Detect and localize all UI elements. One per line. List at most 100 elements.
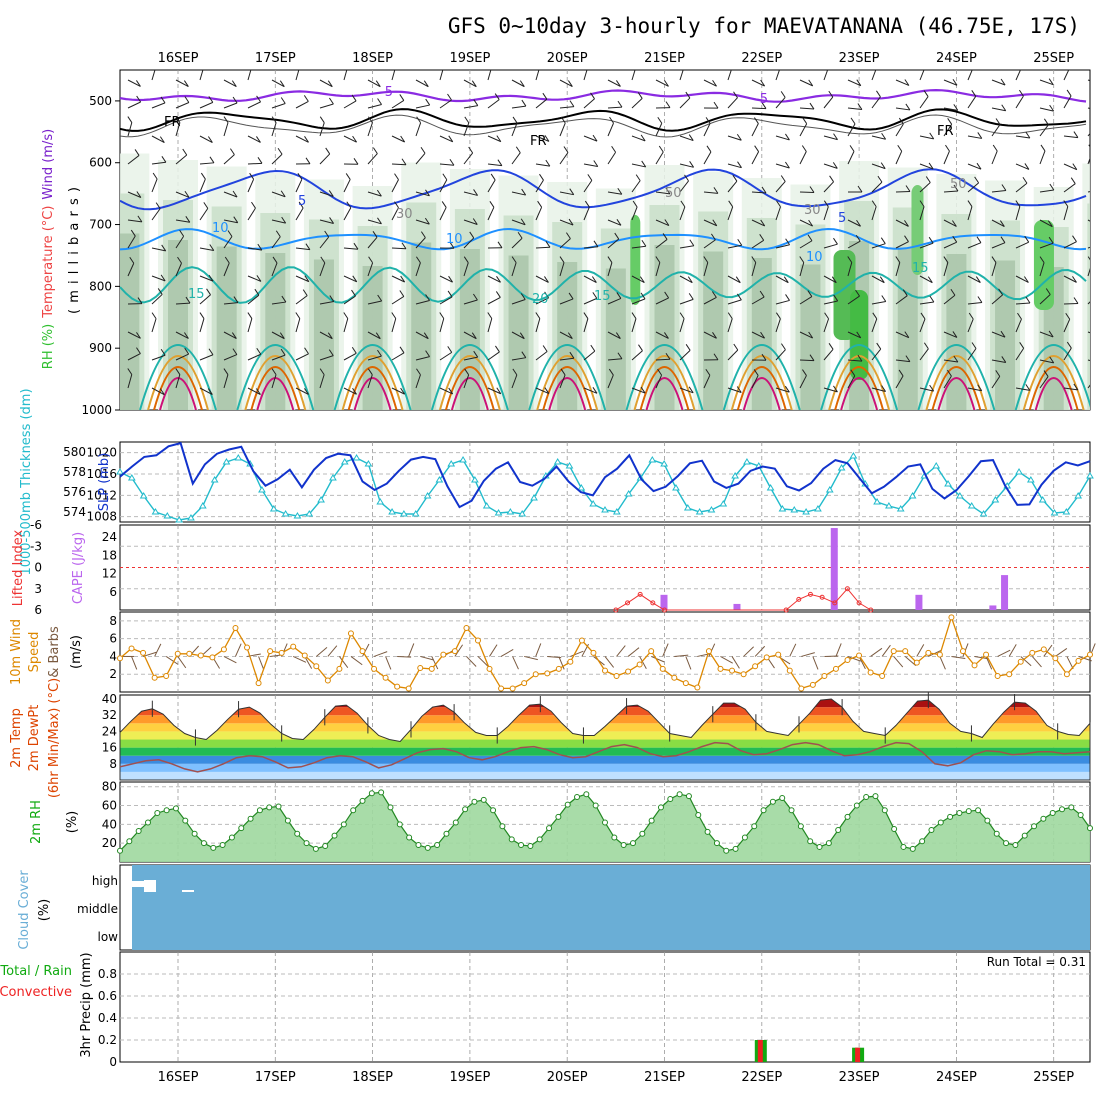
wind10m-point xyxy=(428,665,435,672)
wind-barb-flag xyxy=(391,312,397,319)
rh2m-point xyxy=(676,791,683,798)
temp-tick: 40 xyxy=(102,692,117,706)
wind-barb-flag xyxy=(855,234,861,242)
wind-barb-flag xyxy=(394,201,399,208)
surface-isoline xyxy=(1034,377,1073,410)
li-tick: 0 xyxy=(34,561,42,575)
wind-barb-flag xyxy=(591,276,597,283)
wind-barb xyxy=(751,79,765,87)
wind-barb xyxy=(823,349,834,361)
rh2m-point xyxy=(574,794,581,801)
wind-barb-flag xyxy=(1066,341,1072,349)
wind-barb-flag xyxy=(425,350,431,357)
temp-band xyxy=(120,707,1090,716)
rh-shade xyxy=(411,242,432,410)
wind-barb-flag xyxy=(152,61,156,67)
wind-barb xyxy=(463,191,478,196)
wind-barb xyxy=(1063,387,1078,391)
wind-barb xyxy=(511,331,525,340)
wind-barb xyxy=(751,239,764,249)
contour-label: -5 xyxy=(755,92,768,107)
thickness-point xyxy=(1038,496,1047,503)
rh2m-point xyxy=(975,807,982,814)
temp-band xyxy=(120,699,1090,708)
wind-barb-flag xyxy=(638,344,643,351)
wind10m-barb xyxy=(350,656,363,666)
wind-barb-flag xyxy=(611,145,617,153)
rh2m-point xyxy=(182,817,189,824)
wind-barb-flag xyxy=(614,232,620,240)
rh2m-point xyxy=(1087,825,1093,832)
ua-ytick-label: 1000 xyxy=(81,403,112,417)
wind-barb xyxy=(271,122,277,137)
wind-barb xyxy=(679,245,694,249)
wind-barb-flag xyxy=(569,100,575,107)
thickness-point xyxy=(695,508,704,515)
wind-barb xyxy=(631,98,643,109)
wind-barb-flag xyxy=(1047,220,1053,227)
wind-barb xyxy=(727,299,742,305)
wind-barb-flag xyxy=(977,384,983,392)
thickness-tick: 574 xyxy=(63,505,86,519)
wind10m-point xyxy=(220,646,227,653)
wind-barb xyxy=(151,161,166,165)
ua-ytick-label: 900 xyxy=(89,341,112,355)
wind-barb xyxy=(535,275,549,283)
wind10m-point xyxy=(959,648,966,655)
wind-barb-flag xyxy=(425,294,430,301)
date-label-bottom: 16SEP xyxy=(158,1070,199,1085)
cape-tick: 18 xyxy=(102,548,117,562)
wind-barb xyxy=(319,79,333,88)
wind-barb xyxy=(583,206,590,221)
surface-isoline xyxy=(730,355,793,410)
rh2m-point xyxy=(835,827,842,833)
wind-barb xyxy=(487,70,492,81)
rh2m-point xyxy=(1031,823,1038,830)
wind-barb-flag xyxy=(184,96,190,103)
thickness-point xyxy=(802,508,810,515)
wind-barb xyxy=(775,135,790,141)
rh2m-point xyxy=(657,804,664,811)
wind-barb-flag xyxy=(425,98,431,106)
wind-barb xyxy=(295,207,304,221)
wind10m-barb xyxy=(512,656,519,670)
surface-isoline xyxy=(536,355,599,410)
rh2m-point xyxy=(172,805,179,812)
wind-barb-flag xyxy=(953,355,959,363)
wind-barb xyxy=(391,318,397,333)
wind-barb xyxy=(511,357,526,361)
wind-barb-flag xyxy=(471,332,477,339)
wind-barb-flag xyxy=(785,238,791,245)
wind-barb-flag xyxy=(736,386,742,393)
wind-barb xyxy=(871,206,877,221)
wind-barb xyxy=(823,206,829,221)
rh2m-point xyxy=(303,840,310,847)
rh2m-point xyxy=(424,844,431,851)
rh2m-point xyxy=(368,790,375,797)
wind-barb-flag xyxy=(249,172,255,180)
wind-barb-flag xyxy=(468,146,474,154)
wind-barb xyxy=(823,70,829,81)
cape-tick: 6 xyxy=(109,585,117,599)
wind10m-barb xyxy=(327,645,338,657)
surface-isoline xyxy=(639,366,690,410)
wind-barb xyxy=(319,331,333,340)
wind-barb xyxy=(607,79,621,87)
wind-barb xyxy=(511,79,525,88)
wind-barb-flag xyxy=(665,187,671,195)
wind-barb xyxy=(631,163,646,168)
rh2m-point xyxy=(387,804,394,811)
wind-barb xyxy=(583,135,598,142)
wind-barb-flag xyxy=(929,384,935,392)
wind10m-line xyxy=(119,615,1091,690)
wind-barb-flag xyxy=(329,295,335,302)
wind-barb-flag xyxy=(689,161,695,168)
wind-barb-flag xyxy=(871,200,877,207)
wind10m-point xyxy=(1017,658,1024,665)
wind-barb-flag xyxy=(974,176,980,184)
rh2m-point xyxy=(340,821,347,828)
rh2m-point xyxy=(1003,840,1010,847)
wind-barb xyxy=(127,374,133,389)
wind10m-barb xyxy=(223,656,237,664)
